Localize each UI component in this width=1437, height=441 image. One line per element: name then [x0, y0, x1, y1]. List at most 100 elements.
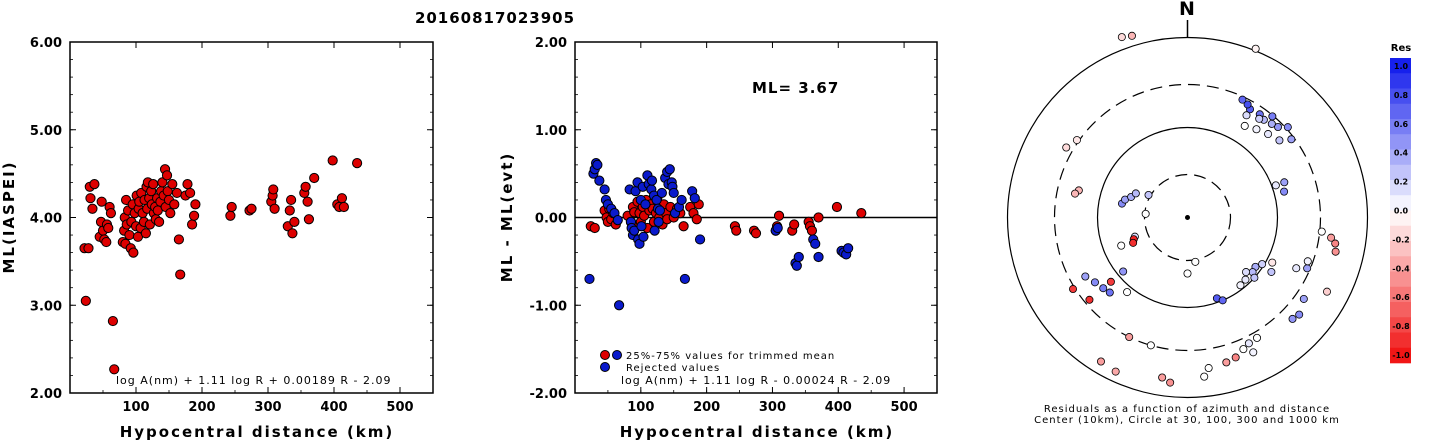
- station-residual-point: [1127, 31, 1136, 40]
- station-residual-point: [1331, 247, 1340, 256]
- data-point-red: [103, 222, 114, 234]
- station-residual-point: [1222, 358, 1231, 367]
- station-residual-point: [1146, 341, 1155, 350]
- data-point-red: [327, 155, 338, 166]
- data-point-red: [750, 228, 762, 239]
- colorbar-tick-label: 0.0: [1394, 207, 1409, 216]
- legend-red-marker: [600, 350, 610, 360]
- data-point-red: [83, 243, 94, 254]
- colorbar-cell: [1390, 119, 1411, 135]
- colorbar-cell: [1390, 195, 1411, 211]
- station-residual-point: [1218, 296, 1227, 305]
- data-point-red: [336, 193, 348, 204]
- data-point-red: [287, 228, 298, 239]
- formula-text: log A(nm) + 1.11 log R + 0.00189 R - 2.0…: [116, 374, 391, 387]
- station-residual-point: [1244, 339, 1253, 348]
- y-tick-label: -1.00: [530, 299, 567, 314]
- x-axis-label: Hypocentral distance (km): [620, 423, 895, 441]
- station-residual-point: [1117, 33, 1126, 42]
- x-tick-label: 100: [627, 400, 654, 415]
- ring-100km: [1096, 126, 1279, 309]
- station-residual-point: [1204, 364, 1213, 373]
- station-residual-point: [1250, 273, 1259, 282]
- legend-rejected-marker: [600, 362, 610, 372]
- data-point-blue: [629, 225, 640, 236]
- station-residual-point: [1268, 258, 1277, 267]
- station-residual-point: [1267, 267, 1276, 276]
- data-point-red: [789, 219, 800, 230]
- x-tick-label: 400: [320, 400, 347, 415]
- data-point-red: [173, 234, 184, 245]
- data-point-red: [109, 364, 120, 375]
- station-residual-point: [1280, 178, 1289, 187]
- colorbar-cell: [1390, 164, 1411, 181]
- station-residual-point: [1119, 267, 1128, 276]
- station-residual-point: [1062, 143, 1071, 152]
- colorbar-tick-label: -0.2: [1392, 235, 1410, 244]
- data-point-blue: [810, 238, 821, 249]
- station-residual-point: [1239, 345, 1248, 354]
- station-residual-point: [1287, 135, 1296, 144]
- north-label: N: [1179, 0, 1195, 20]
- x-tick-label: 500: [891, 400, 918, 415]
- colorbar-tick-label: -0.8: [1392, 322, 1410, 331]
- station-residual-point: [1238, 95, 1247, 104]
- station-residual-point: [1072, 136, 1081, 145]
- station-residual-point: [1117, 241, 1126, 250]
- station-residual-point: [1125, 333, 1134, 342]
- station-residual-point: [1166, 378, 1175, 387]
- station-residual-point: [1096, 357, 1105, 366]
- station-residual-point: [1267, 119, 1276, 128]
- data-point-red: [187, 219, 198, 230]
- station-residual-point: [1131, 189, 1140, 198]
- station-residual-point: [1106, 277, 1115, 286]
- colorbar-tick-label: -0.6: [1392, 293, 1410, 302]
- data-point-red: [175, 269, 186, 280]
- colorbar-cell: [1390, 317, 1411, 333]
- data-point-red: [85, 193, 96, 204]
- x-tick-label: 500: [386, 400, 413, 415]
- caption-line-1: Residuals as a function of azimuth and d…: [1044, 404, 1330, 415]
- station-residual-point: [1243, 100, 1252, 109]
- colorbar-tick-label: 1.0: [1394, 62, 1409, 71]
- residual-colorbar: Res 1.0 0.8 0.6 0.4 0.2 0.0 -0.2 -0.4 -0.6 -0.8 -1…: [1390, 43, 1411, 364]
- data-point-blue: [613, 300, 625, 311]
- station-residual-point: [1236, 281, 1245, 290]
- ring-1000km: [1006, 36, 1369, 399]
- data-point-red: [148, 179, 159, 190]
- data-point-blue: [654, 205, 666, 216]
- colorbar-cell: [1390, 347, 1411, 364]
- data-point-red: [96, 196, 107, 207]
- x-tick-label: 300: [254, 400, 281, 415]
- data-point-red: [678, 221, 689, 232]
- data-point-blue: [664, 164, 675, 175]
- data-point-blue: [646, 175, 658, 186]
- station-residual-point: [1241, 275, 1250, 284]
- formula-text: log A(nm) + 1.11 log R - 0.00024 R - 2.0…: [621, 374, 891, 387]
- colorbar-cell: [1390, 241, 1411, 257]
- y-tick-label: 2.00: [30, 387, 62, 402]
- colorbar-tick-label: 0.6: [1394, 120, 1409, 129]
- legend-rejected-label: Rejected values: [626, 363, 720, 374]
- data-point-blue: [656, 187, 667, 199]
- station-residual-point: [1303, 264, 1312, 273]
- legend-blue-marker: [612, 350, 622, 360]
- data-point-red: [225, 210, 236, 221]
- colorbar-title: Res: [1391, 43, 1411, 54]
- station-residual-point: [1071, 189, 1080, 198]
- panel-ml-vs-distance: 100 200 300 400 500 2.00 3.00 4.00 5.00 6.00 Hyp…: [0, 36, 434, 441]
- colorbar-cell: [1390, 58, 1411, 74]
- y-tick-label: 1.00: [535, 124, 567, 139]
- station-residual-point: [1158, 373, 1167, 382]
- data-point-red: [80, 295, 91, 306]
- data-point-red: [338, 201, 349, 213]
- data-point-red: [226, 201, 237, 213]
- y-tick-label: -2.00: [530, 387, 567, 402]
- y-axis-label: ML(IASPEI): [0, 160, 18, 273]
- data-point-red: [190, 199, 201, 210]
- data-point-red: [309, 172, 320, 184]
- x-tick-label: 200: [693, 400, 720, 415]
- data-point-red: [284, 205, 295, 216]
- station-residual-point: [1288, 314, 1297, 323]
